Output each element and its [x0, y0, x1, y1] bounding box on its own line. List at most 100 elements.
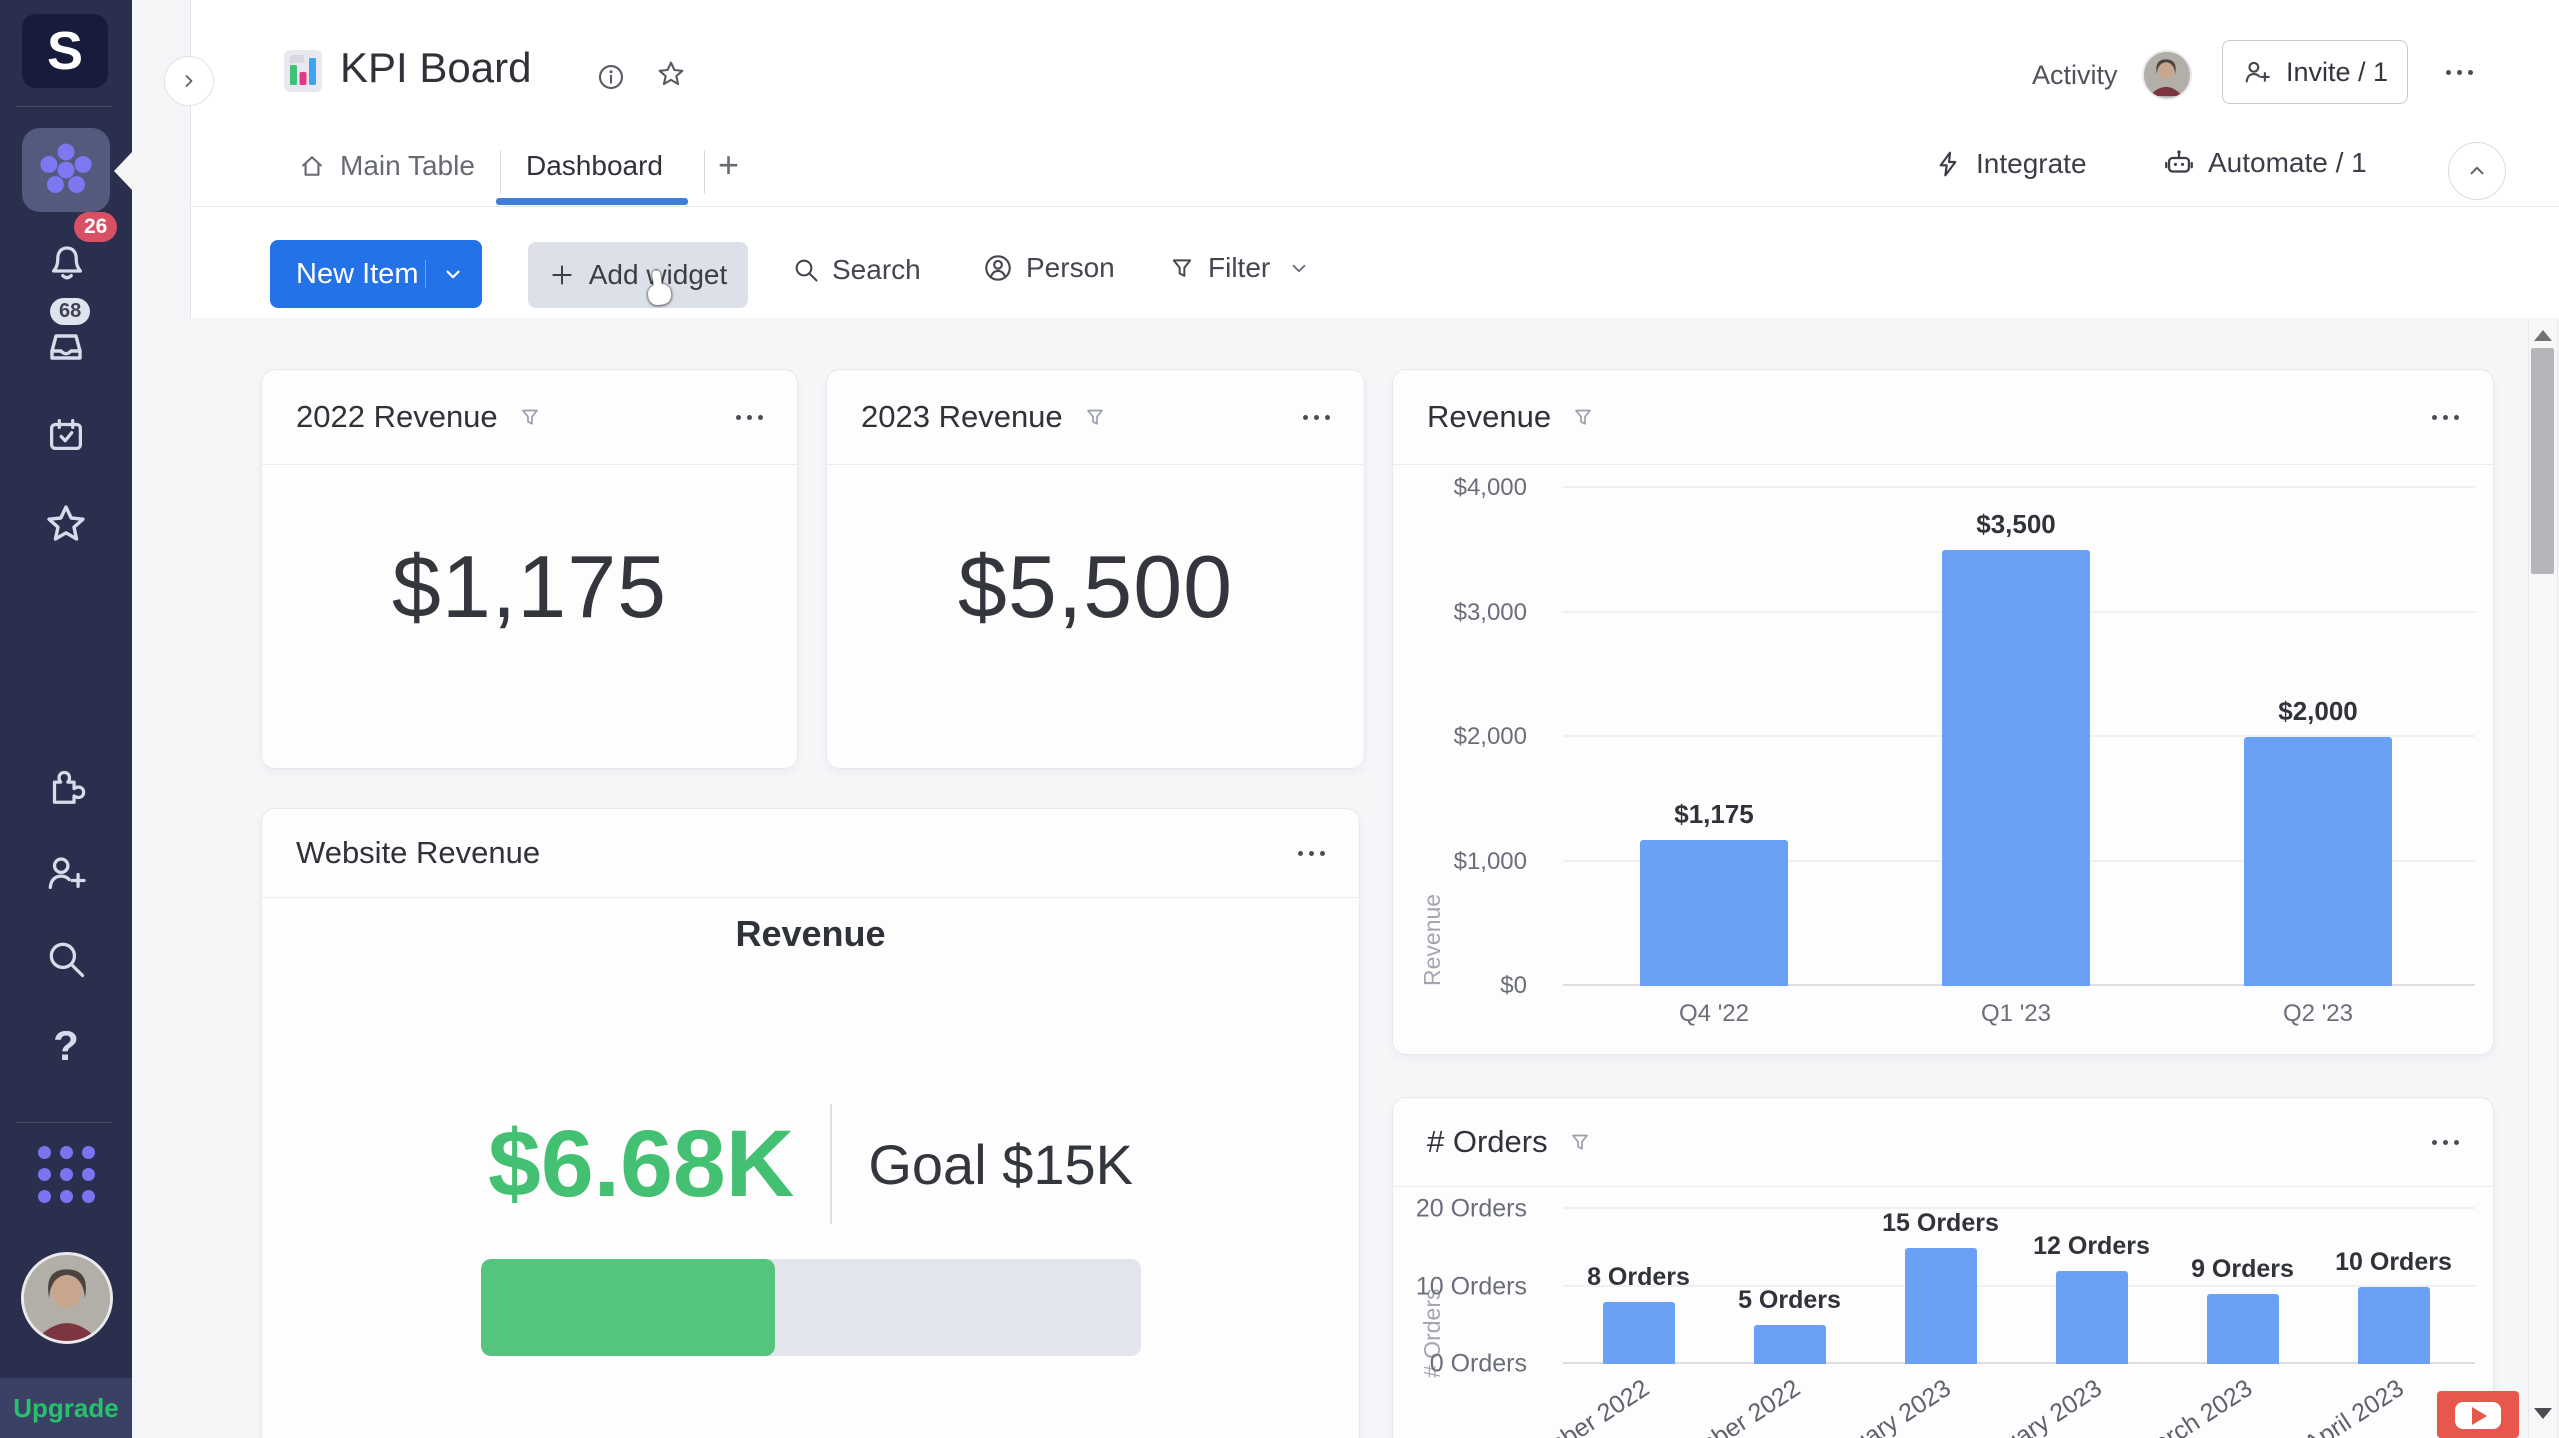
- widget-filter-icon[interactable]: [518, 405, 542, 429]
- scrollbar-down-arrow[interactable]: [2534, 1408, 2552, 1419]
- automate-label: Automate / 1: [2208, 147, 2367, 178]
- x-tick-label: April 2023: [2299, 1374, 2409, 1438]
- progress-fill: [481, 1259, 775, 1356]
- x-tick-label: December 2022: [1640, 1374, 1805, 1438]
- inbox-badge: 68: [50, 298, 91, 325]
- workspace-logo[interactable]: S: [22, 14, 108, 88]
- kpi-value: $1,175: [391, 536, 668, 636]
- divider: [830, 1104, 833, 1224]
- board-info-button[interactable]: [596, 62, 626, 92]
- user-avatar[interactable]: [21, 1252, 113, 1344]
- sidebar-item-my-work[interactable]: [43, 412, 89, 458]
- bar-3[interactable]: [1904, 1247, 1977, 1364]
- tab-dashboard[interactable]: Dashboard: [526, 150, 663, 181]
- bar-1[interactable]: [1640, 839, 1788, 986]
- y-tick-label: $2,000: [1453, 723, 1527, 750]
- expand-sidebar-button[interactable]: [164, 56, 214, 106]
- gridline: [1563, 1284, 2475, 1287]
- widget-menu-button[interactable]: [2432, 414, 2459, 420]
- bar-6[interactable]: [2357, 1286, 2430, 1364]
- widget-filter-icon[interactable]: [1571, 405, 1595, 429]
- tab-main-table[interactable]: Main Table: [340, 150, 475, 181]
- sidebar-item-inbox[interactable]: [42, 322, 90, 370]
- monday-flower-icon: [40, 143, 92, 193]
- automate-button[interactable]: Automate / 1: [2162, 146, 2367, 180]
- sidebar-item-apps[interactable]: [43, 762, 89, 808]
- calendar-check-icon: [49, 418, 83, 451]
- person-plus-icon: [2245, 61, 2270, 83]
- bar-2[interactable]: [1753, 1325, 1826, 1364]
- bar-5[interactable]: [2206, 1294, 2279, 1364]
- sidebar-item-notifications[interactable]: [44, 240, 90, 286]
- widget-filter-icon[interactable]: [1083, 405, 1107, 429]
- bar-4[interactable]: [2055, 1271, 2128, 1364]
- scrollbar-up-arrow[interactable]: [2534, 330, 2552, 341]
- chart-title: Revenue: [735, 913, 886, 954]
- sidebar-item-invite-members[interactable]: [43, 850, 89, 896]
- divider: [425, 260, 426, 288]
- goal-target-label: Goal $15K: [868, 1132, 1133, 1196]
- home-icon: [298, 152, 326, 180]
- widget-menu-button[interactable]: [736, 414, 763, 420]
- bar-slot: 5 Orders December 2022: [1640, 1209, 1865, 1438]
- widget-website-revenue: Website Revenue Revenue $6.68K Goal $15K: [261, 808, 1360, 1438]
- widget-title: Revenue: [1427, 399, 1552, 434]
- widget-revenue-chart: Revenue Revenue $0 $1,000 $2,000 $3,000 $4,0…: [1392, 369, 2494, 1055]
- youtube-watermark[interactable]: [2437, 1391, 2519, 1438]
- chevron-right-icon: [185, 75, 193, 87]
- add-tab-button[interactable]: +: [718, 144, 740, 185]
- bar-slot: $2,000 Q2 '23: [2167, 488, 2469, 1027]
- bar-value-label: 5 Orders: [1738, 1286, 1841, 1315]
- bar-slot: 12 Orders February 2023: [1955, 1209, 2167, 1438]
- widget-header: Revenue: [1393, 370, 2493, 465]
- kpi-value-area: $1,175: [262, 465, 797, 768]
- upgrade-button[interactable]: Upgrade: [0, 1378, 132, 1438]
- scrollbar-thumb[interactable]: [2531, 348, 2554, 574]
- y-axis: 0 Orders 10 Orders 20 Orders: [1393, 1195, 1543, 1378]
- person-filter-button[interactable]: Person: [982, 252, 1115, 284]
- plus-icon: [552, 265, 572, 285]
- widget-title: # Orders: [1427, 1124, 1548, 1159]
- favorite-board-button[interactable]: [655, 58, 687, 90]
- bar-value-label: $2,000: [2278, 696, 2358, 726]
- bar-value-label: $1,175: [1674, 798, 1754, 829]
- sidebar-item-home-app[interactable]: [22, 128, 110, 212]
- sidebar-item-favorites[interactable]: [42, 500, 90, 548]
- divider: [16, 106, 112, 107]
- y-axis: $0 $1,000 $2,000 $3,000 $4,000: [1393, 474, 1543, 999]
- search-button[interactable]: Search: [792, 254, 921, 286]
- person-label: Person: [1026, 252, 1115, 283]
- y-tick-label: 20 Orders: [1415, 1194, 1527, 1223]
- funnel-icon: [1172, 259, 1192, 277]
- widget-header: 2023 Revenue: [827, 370, 1364, 465]
- bar-slot: 9 Orders March 2023: [2132, 1209, 2318, 1438]
- bar-slot: $1,175 Q4 '22: [1563, 488, 1865, 1027]
- widget-filter-icon[interactable]: [1568, 1130, 1592, 1154]
- filter-button[interactable]: Filter: [1168, 252, 1310, 284]
- collapse-header-button[interactable]: [2448, 142, 2506, 200]
- chevron-up-icon: [2470, 166, 2484, 175]
- widget-menu-button[interactable]: [2432, 1139, 2459, 1145]
- x-tick-label: Q4 '22: [1679, 1000, 1749, 1027]
- bar-3[interactable]: [2244, 737, 2392, 986]
- y-tick-label: $4,000: [1453, 474, 1527, 501]
- invite-label: Invite / 1: [2285, 56, 2389, 87]
- activity-button[interactable]: Activity: [2032, 60, 2118, 90]
- bar-2[interactable]: [1942, 550, 2090, 986]
- integrate-button[interactable]: Integrate: [1932, 148, 2087, 180]
- new-item-button[interactable]: New Item: [270, 240, 482, 308]
- invite-button[interactable]: Invite / 1: [2222, 40, 2408, 104]
- widget-menu-button[interactable]: [1303, 414, 1330, 420]
- bar-slot: 8 Orders November 2022: [1489, 1209, 1714, 1438]
- board-menu-button[interactable]: [2446, 70, 2473, 75]
- bar-1[interactable]: [1602, 1302, 1675, 1364]
- widget-menu-button[interactable]: [1298, 850, 1325, 856]
- x-tick-label: January 2023: [1813, 1374, 1956, 1438]
- new-item-label: New Item: [296, 257, 419, 290]
- filter-label: Filter: [1208, 252, 1271, 283]
- activity-avatar[interactable]: [2142, 50, 2192, 100]
- star-icon: [47, 505, 85, 541]
- apps-grid-icon[interactable]: [38, 1146, 96, 1204]
- sidebar-item-search[interactable]: [44, 937, 88, 981]
- sidebar-item-help[interactable]: ?: [53, 1022, 79, 1069]
